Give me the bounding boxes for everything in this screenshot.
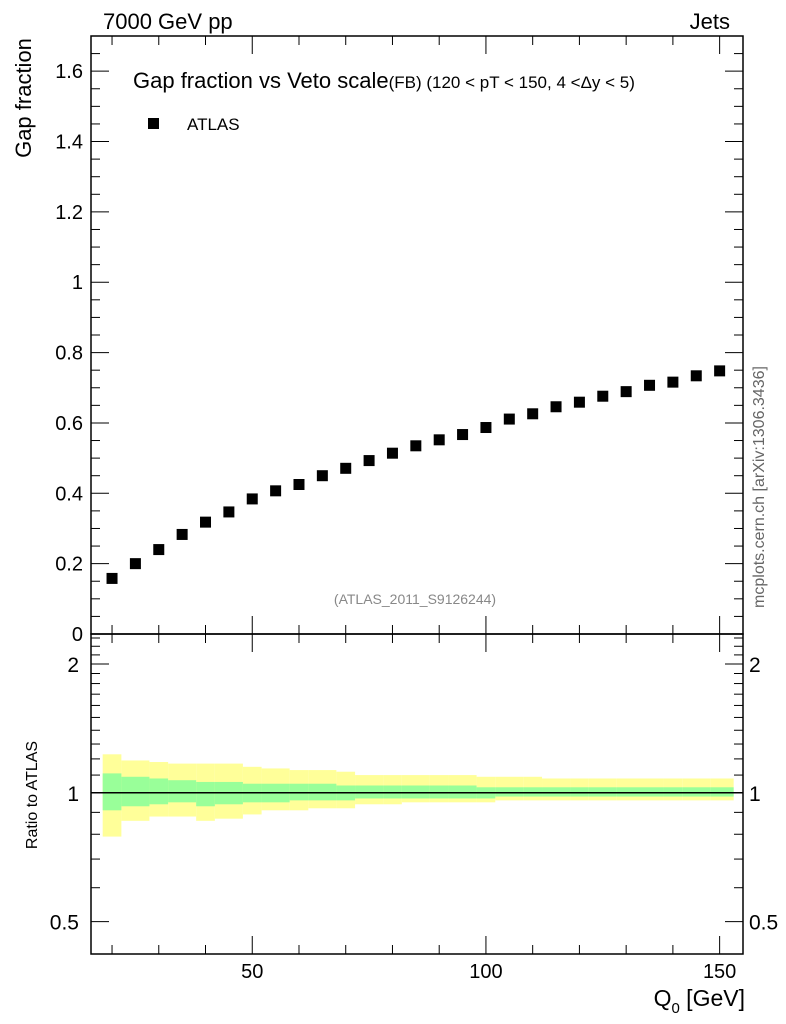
ratio-band-inner (682, 787, 711, 797)
atlas-data-point (620, 386, 632, 398)
atlas-data-point (153, 544, 165, 556)
x-tick-label: 150 (703, 961, 736, 983)
main-y-tick-label: 0.2 (55, 554, 83, 576)
atlas-data-point (246, 493, 258, 505)
atlas-data-point (410, 440, 422, 452)
ratio-band-inner (588, 787, 617, 797)
atlas-data-point (573, 396, 585, 408)
ratio-band-inner (448, 785, 477, 799)
atlas-data-point (667, 376, 679, 388)
ratio-y-tick-label: 2 (67, 654, 79, 677)
ratio-frame (90, 633, 744, 955)
ratio-band-inner (542, 787, 571, 797)
ratio-band-inner (149, 778, 169, 805)
ratio-band-inner (102, 773, 122, 811)
ratio-y-axis-label: Ratio to ATLAS (24, 741, 41, 849)
ratio-band-inner (168, 780, 197, 803)
atlas-data-point (433, 434, 445, 446)
main-y-tick-label: 1 (72, 272, 83, 294)
x-tick-label: 100 (469, 961, 502, 983)
atlas-data-point (223, 506, 235, 518)
atlas-data-point (363, 455, 375, 467)
x-tick-label: 50 (241, 961, 263, 983)
main-y-tick-label: 0.4 (55, 483, 83, 505)
atlas-data-point (527, 408, 539, 420)
atlas-data-point (457, 429, 469, 441)
ratio-band-inner (429, 785, 449, 799)
atlas-data-point (503, 413, 515, 425)
ratio-band-inner (523, 787, 543, 797)
ratio-band-inner (635, 787, 664, 797)
atlas-data-point (550, 401, 562, 413)
ratio-y-tick-label-right: 2 (749, 654, 761, 677)
ratio-y-tick-label: 0.5 (50, 912, 79, 935)
ratio-band-inner (495, 787, 524, 797)
main-y-axis-label: Gap fraction (11, 38, 36, 158)
atlas-data-point (386, 447, 398, 459)
mcplots-reference: mcplots.cern.ch [arXiv:1306.3436] (751, 366, 768, 608)
main-title: Gap fraction vs Veto scale(FB) (120 < pT… (133, 68, 635, 93)
ratio-band-inner (383, 785, 402, 799)
atlas-data-point (690, 370, 702, 382)
main-y-tick-label: 1.4 (55, 132, 83, 154)
analysis-watermark: (ATLAS_2011_S9126244) (334, 591, 496, 607)
main-panel: 0 0.2 0.4 0.6 0.8 1 1.2 1.4 1.6 Gap fraction Gap… (11, 35, 744, 646)
atlas-data-point (340, 462, 352, 474)
atlas-data-point (597, 390, 609, 402)
ratio-band-inner (663, 787, 683, 797)
ratio-band-inner (196, 781, 215, 807)
atlas-data-point (714, 365, 726, 377)
ratio-band-inner (355, 785, 384, 799)
atlas-data-point (200, 516, 212, 528)
header-jets: Jets (690, 9, 730, 34)
header-energy: 7000 GeV pp (103, 9, 233, 34)
x-axis-label: Q0 [GeV] (654, 985, 745, 1017)
ratio-y-tick-label-right: 0.5 (749, 912, 778, 935)
ratio-band-inner (616, 787, 636, 797)
legend: ATLAS (148, 115, 240, 134)
main-y-tick-label: 0.6 (55, 413, 83, 435)
legend-label-atlas: ATLAS (187, 115, 240, 134)
atlas-data-point (644, 379, 656, 391)
ratio-y-tick-label-right: 1 (749, 783, 761, 806)
main-y-tick-label: 0.8 (55, 343, 83, 365)
atlas-data-point (106, 572, 118, 584)
legend-marker-atlas (148, 118, 159, 129)
atlas-data-point (480, 422, 492, 434)
main-y-tick-label: 0 (72, 624, 83, 646)
atlas-data-point (293, 479, 305, 490)
ratio-y-tick-label: 1 (67, 783, 79, 806)
ratio-band-inner (570, 787, 589, 797)
atlas-data-point (176, 528, 188, 540)
ratio-panel: 50 100 150 0.5 0.5 1 1 2 2 Ratio to ATLAS Q0 [Ge… (24, 633, 778, 1017)
ratio-band-inner (401, 785, 430, 799)
main-y-tick-label: 1.6 (55, 61, 83, 83)
ratio-band-inner (710, 787, 734, 797)
atlas-data-point (270, 485, 282, 497)
main-y-tick-label: 1.2 (55, 202, 83, 224)
atlas-data-point (129, 558, 141, 570)
ratio-band-inner (121, 776, 150, 807)
atlas-data-point (316, 470, 328, 482)
